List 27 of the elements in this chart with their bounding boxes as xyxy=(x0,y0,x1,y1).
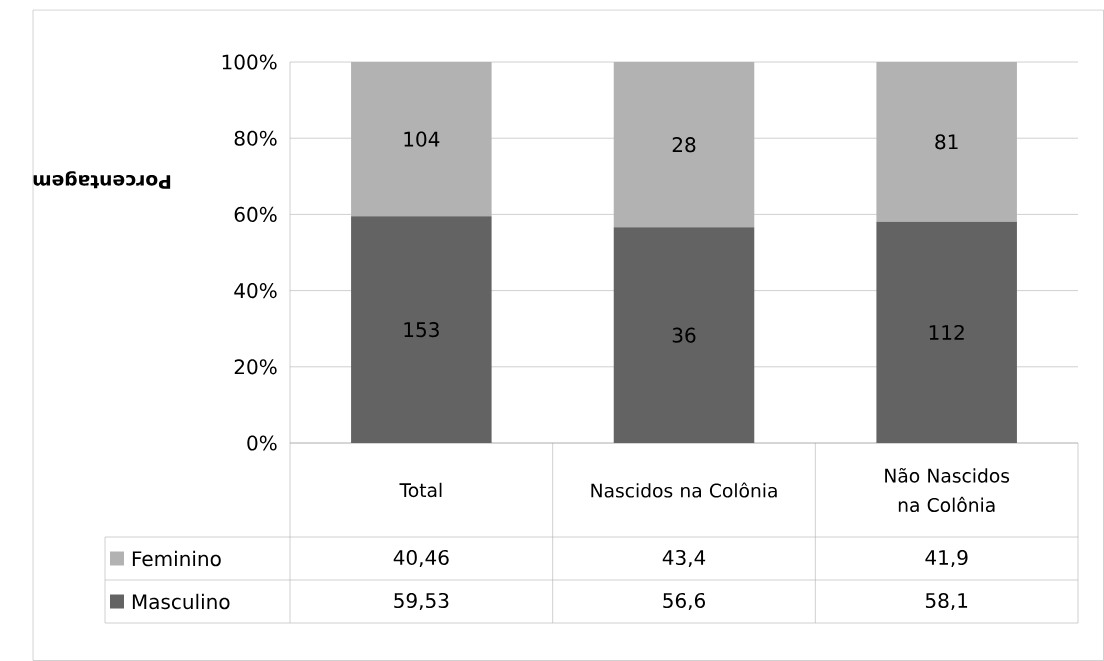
annotation: 81 xyxy=(935,134,958,150)
bar xyxy=(613,227,755,444)
y-tick-label: 100% xyxy=(222,54,277,70)
data-label: 40,46 xyxy=(393,549,449,568)
data-label: 58,1 xyxy=(925,592,968,611)
bar xyxy=(351,216,492,444)
bar xyxy=(876,221,1017,444)
y-tick-label: 80% xyxy=(234,130,277,146)
y-tick-label: 20% xyxy=(234,359,277,375)
annotation: 112 xyxy=(929,324,964,340)
x-tick-label: Nascidos na Colônia xyxy=(591,482,777,498)
y-tick-label: 60% xyxy=(234,206,277,222)
annotation: 104 xyxy=(404,131,440,147)
data-label: 56,6 xyxy=(663,592,705,611)
data-label: 59,53 xyxy=(394,592,449,611)
legend-label: Masculino xyxy=(132,593,230,610)
y-tick-label: 0% xyxy=(247,435,277,451)
x-tick-label: Não Nascidos na Colônia xyxy=(885,467,1010,513)
y-tick-label: 40% xyxy=(234,283,277,299)
legend-label: Feminino xyxy=(132,550,221,567)
data-label: 41,9 xyxy=(925,549,968,568)
x-tick-label: Total xyxy=(399,482,442,498)
annotation: 153 xyxy=(404,322,439,338)
y-axis-title: Porcentagem xyxy=(33,171,171,189)
annotation: 28 xyxy=(672,137,696,153)
annotation: 36 xyxy=(672,327,696,343)
data-label: 43,4 xyxy=(662,549,706,568)
